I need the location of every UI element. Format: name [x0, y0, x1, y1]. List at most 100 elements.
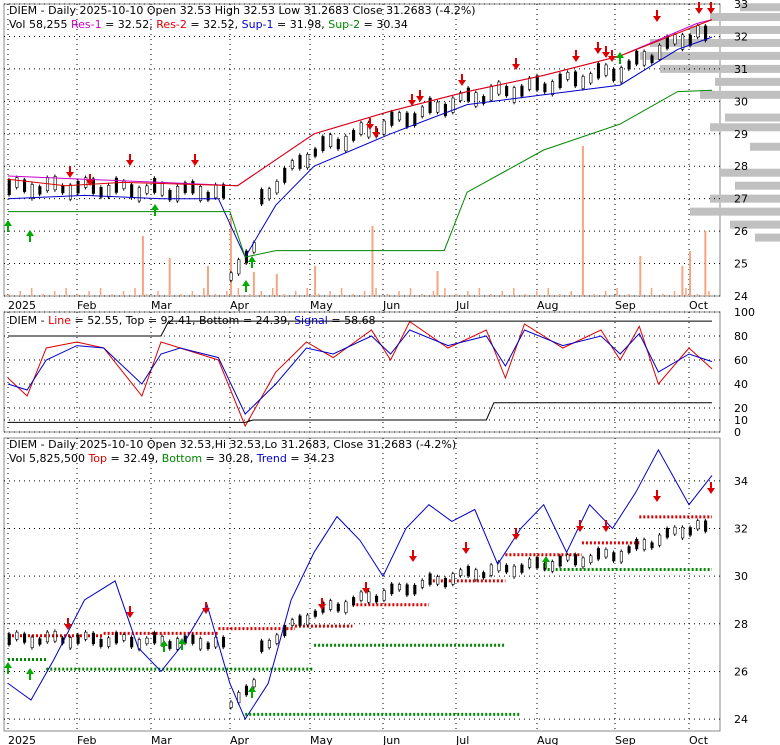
- volume-profile-bar: [725, 113, 780, 122]
- candle-body: [130, 184, 134, 199]
- price-top-tick-label: 29: [734, 128, 748, 141]
- candle-body: [489, 564, 493, 576]
- volume-profile-bar: [715, 77, 780, 86]
- candle-body: [107, 637, 111, 647]
- candle-body: [45, 631, 50, 643]
- candle-body: [505, 86, 509, 97]
- price-panel-top-grid: [4, 3, 720, 297]
- candle-body: [23, 179, 27, 192]
- buy-arrow-head: [4, 220, 12, 226]
- header-part: = 31.98,: [274, 18, 329, 31]
- volume-bar: [141, 236, 144, 296]
- volume-bar: [65, 288, 67, 296]
- sell-arrow-head: [366, 124, 374, 130]
- price-bottom-tick-label: Feb: [77, 734, 96, 745]
- signal-arrows: [4, 2, 715, 292]
- candle-body: [53, 631, 57, 642]
- header-part: DIEM - Daily 2025-10-10 Open 32.53,Hi 32…: [9, 438, 456, 451]
- volume-bar: [558, 294, 561, 296]
- candle-body: [704, 520, 708, 532]
- volume-bar: [627, 294, 630, 296]
- volume-profile-bar: [710, 194, 780, 203]
- candle-body: [573, 554, 578, 566]
- candle-body: [604, 549, 608, 558]
- volume-bar: [329, 291, 331, 296]
- candle-body: [658, 44, 662, 60]
- price-panel-bottom-y-ticks: 24 26 28 30 32 34: [734, 475, 748, 726]
- volume-bar: [490, 294, 492, 296]
- header-part: = 32.52,: [102, 18, 157, 31]
- volume-bar: [593, 294, 595, 296]
- candle-body: [390, 111, 394, 126]
- price-top-tick-label: Feb: [77, 299, 96, 312]
- volume-bar: [42, 294, 44, 296]
- candle-body: [260, 189, 264, 205]
- sell-arrow-head: [707, 8, 715, 14]
- sell-arrow-head: [362, 588, 370, 594]
- sell-arrow-head: [202, 608, 210, 614]
- volume-bar: [501, 291, 504, 296]
- candle-body: [413, 113, 417, 126]
- candle-body: [474, 569, 478, 581]
- volume-bar: [352, 294, 354, 296]
- volume-bars: [8, 146, 710, 296]
- candle-body: [68, 184, 73, 200]
- price-bottom-tick-label: Aug: [537, 734, 558, 745]
- volume-bar: [157, 291, 159, 296]
- price-panel-top-header-2: Vol 58,255 Res-1 = 32.52, Res-2 = 32.52,…: [9, 18, 408, 31]
- volume-bar: [478, 288, 481, 296]
- candle-body: [229, 272, 233, 281]
- signal-arrows-bottom: [4, 482, 715, 698]
- candle-body: [520, 85, 524, 97]
- price-bottom-tick-label: Oct: [689, 734, 709, 745]
- oscillator-bottom: [8, 402, 712, 423]
- sell-arrow-head: [608, 56, 616, 62]
- candle-body: [612, 552, 616, 562]
- candle-body: [482, 572, 486, 579]
- candle-body: [344, 135, 348, 152]
- candle-body: [191, 181, 195, 194]
- volume-profile-bar: [750, 142, 780, 151]
- buy-arrow-head: [26, 230, 34, 236]
- price-bottom-tick-label: Mar: [151, 734, 172, 745]
- candle-body: [619, 67, 623, 83]
- candle-body: [359, 122, 363, 135]
- volume-bar: [214, 294, 217, 296]
- volume-bar: [650, 288, 653, 296]
- price-bottom-tick-label: Apr: [230, 734, 250, 745]
- candle-body: [344, 601, 348, 613]
- series-res-2: [7, 19, 713, 187]
- candle-body: [367, 591, 371, 603]
- candle-body: [704, 25, 708, 41]
- sell-arrow-head: [86, 180, 94, 186]
- candle-body: [382, 120, 386, 135]
- oscillator-tick-label: 20: [734, 402, 748, 415]
- candle-body: [91, 178, 95, 194]
- candle-body: [443, 578, 447, 588]
- volume-bar: [252, 272, 255, 296]
- candle-body: [596, 63, 601, 79]
- candle-body: [313, 610, 317, 617]
- volume-bar: [317, 294, 320, 296]
- volume-profile: [640, 3, 780, 242]
- sell-arrow-head: [707, 488, 715, 494]
- sell-arrow-head: [416, 96, 424, 102]
- volume-bar: [673, 291, 676, 296]
- volume-bar: [260, 291, 263, 296]
- candle-body: [397, 584, 402, 591]
- header-part: Trend: [256, 452, 287, 465]
- candle-body: [482, 96, 486, 104]
- price-bottom-tick-label: Jun: [382, 734, 400, 745]
- price-top-tick-label: Aug: [537, 299, 558, 312]
- volume-bar: [229, 216, 232, 296]
- candle-body: [84, 631, 88, 640]
- volume-bar: [432, 291, 435, 296]
- candle-body: [352, 130, 356, 141]
- candle-body: [313, 148, 317, 157]
- candle-body: [558, 555, 562, 567]
- volume-bar: [275, 274, 278, 296]
- volume-bar: [122, 291, 125, 296]
